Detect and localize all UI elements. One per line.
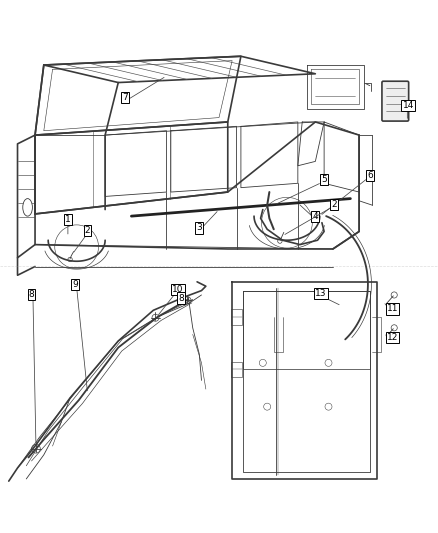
Text: 1: 1 <box>65 215 71 224</box>
FancyBboxPatch shape <box>382 81 409 121</box>
Text: 7: 7 <box>122 93 128 102</box>
Text: 8: 8 <box>178 294 184 303</box>
Ellipse shape <box>23 199 32 216</box>
Text: 13: 13 <box>315 289 327 298</box>
Text: 2: 2 <box>85 226 90 235</box>
Text: 11: 11 <box>387 304 398 313</box>
Text: 8: 8 <box>28 290 35 299</box>
Bar <box>231 361 242 377</box>
Text: 14: 14 <box>403 101 414 110</box>
Text: 2: 2 <box>331 200 336 209</box>
Text: 4: 4 <box>313 212 318 221</box>
Text: 12: 12 <box>387 333 398 342</box>
Text: 3: 3 <box>196 223 202 232</box>
Text: 9: 9 <box>72 280 78 289</box>
Text: 10: 10 <box>172 285 184 294</box>
Text: 6: 6 <box>367 171 373 180</box>
Text: 5: 5 <box>321 175 327 184</box>
Bar <box>231 309 242 325</box>
